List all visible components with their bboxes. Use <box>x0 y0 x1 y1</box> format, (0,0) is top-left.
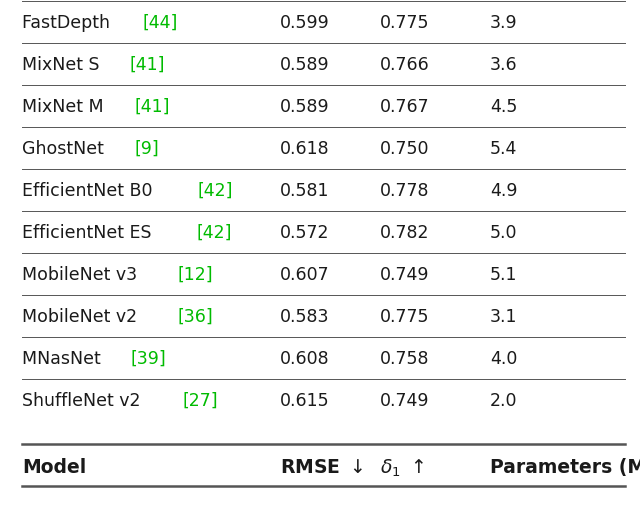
Text: MobileNet v2: MobileNet v2 <box>22 307 143 325</box>
Text: GhostNet: GhostNet <box>22 140 109 158</box>
Text: 4.5: 4.5 <box>490 98 517 116</box>
Text: EfficientNet B0: EfficientNet B0 <box>22 182 158 200</box>
Text: 4.9: 4.9 <box>490 182 518 200</box>
Text: 5.1: 5.1 <box>490 266 518 284</box>
Text: EfficientNet ES: EfficientNet ES <box>22 223 157 242</box>
Text: [41]: [41] <box>129 56 164 74</box>
Text: MixNet M: MixNet M <box>22 98 109 116</box>
Text: 0.608: 0.608 <box>280 349 330 367</box>
Text: 0.778: 0.778 <box>380 182 429 200</box>
Text: 0.758: 0.758 <box>380 349 429 367</box>
Text: 0.572: 0.572 <box>280 223 330 242</box>
Text: 2.0: 2.0 <box>490 391 518 409</box>
Text: [44]: [44] <box>143 14 178 32</box>
Text: 0.782: 0.782 <box>380 223 429 242</box>
Text: 0.749: 0.749 <box>380 266 429 284</box>
Text: 0.749: 0.749 <box>380 391 429 409</box>
Text: MobileNet v3: MobileNet v3 <box>22 266 143 284</box>
Text: 4.0: 4.0 <box>490 349 517 367</box>
Text: 0.589: 0.589 <box>280 98 330 116</box>
Text: FastDepth: FastDepth <box>22 14 115 32</box>
Text: 0.775: 0.775 <box>380 307 429 325</box>
Text: 3.9: 3.9 <box>490 14 518 32</box>
Text: 0.750: 0.750 <box>380 140 429 158</box>
Text: 0.583: 0.583 <box>280 307 330 325</box>
Text: 0.589: 0.589 <box>280 56 330 74</box>
Text: MNasNet: MNasNet <box>22 349 106 367</box>
Text: 0.766: 0.766 <box>380 56 429 74</box>
Text: MixNet S: MixNet S <box>22 56 105 74</box>
Text: Model: Model <box>22 458 86 476</box>
Text: 0.581: 0.581 <box>280 182 330 200</box>
Text: [9]: [9] <box>135 140 159 158</box>
Text: 0.615: 0.615 <box>280 391 330 409</box>
Text: [27]: [27] <box>182 391 218 409</box>
Text: RMSE $\downarrow$: RMSE $\downarrow$ <box>280 458 364 476</box>
Text: 0.607: 0.607 <box>280 266 330 284</box>
Text: 0.618: 0.618 <box>280 140 330 158</box>
Text: $\delta_1$ $\uparrow$: $\delta_1$ $\uparrow$ <box>380 457 424 478</box>
Text: [41]: [41] <box>134 98 170 116</box>
Text: 0.599: 0.599 <box>280 14 330 32</box>
Text: [42]: [42] <box>196 223 232 242</box>
Text: ShuffleNet v2: ShuffleNet v2 <box>22 391 146 409</box>
Text: 5.4: 5.4 <box>490 140 517 158</box>
Text: 0.775: 0.775 <box>380 14 429 32</box>
Text: [42]: [42] <box>198 182 233 200</box>
Text: 0.767: 0.767 <box>380 98 429 116</box>
Text: 5.0: 5.0 <box>490 223 518 242</box>
Text: [39]: [39] <box>131 349 166 367</box>
Text: [36]: [36] <box>178 307 213 325</box>
Text: Parameters (M): Parameters (M) <box>490 458 640 476</box>
Text: 3.6: 3.6 <box>490 56 518 74</box>
Text: [12]: [12] <box>178 266 213 284</box>
Text: 3.1: 3.1 <box>490 307 518 325</box>
